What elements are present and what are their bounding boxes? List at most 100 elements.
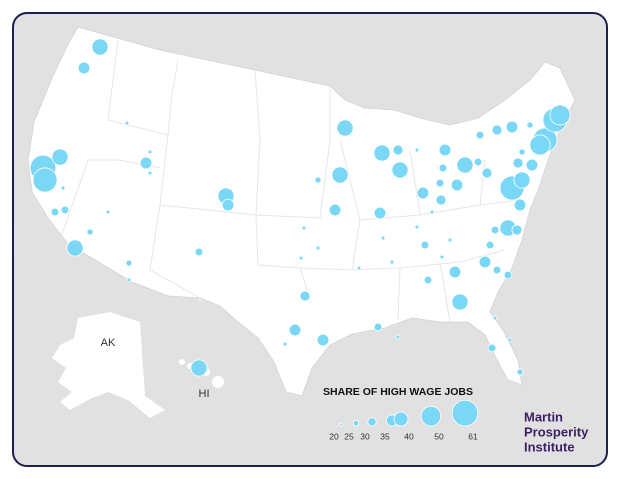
bubble (147, 170, 153, 176)
bubble (356, 265, 362, 271)
legend: 20 25 30 35 40 50 61 (329, 399, 479, 441)
legend-bubble (352, 420, 360, 427)
bubble (298, 255, 304, 261)
bubble (505, 120, 519, 134)
bubble (491, 124, 503, 136)
bubble (221, 198, 235, 212)
bubble (487, 343, 497, 353)
bubble (124, 120, 130, 126)
bubble (439, 254, 445, 260)
bubble (512, 157, 524, 169)
bubble (513, 171, 531, 189)
bubble (478, 255, 492, 269)
bubble (451, 293, 469, 311)
bubble (314, 176, 322, 184)
hi-label: HI (199, 388, 210, 400)
legend-bubble (339, 422, 343, 427)
bubble (391, 161, 409, 179)
bubble (139, 156, 153, 170)
bubble (435, 194, 447, 206)
alaska (52, 312, 165, 418)
legend-label: 25 (344, 431, 354, 441)
legend-bubble (367, 417, 377, 427)
bubble (447, 237, 453, 243)
bubble (66, 239, 84, 257)
bubble (147, 149, 153, 155)
bubble (395, 334, 401, 340)
bubble (380, 235, 386, 241)
bubble (414, 224, 420, 230)
bubble (373, 322, 383, 332)
bubble (299, 290, 311, 302)
bubble (194, 247, 204, 257)
bubble (282, 341, 288, 347)
bubble (416, 186, 430, 200)
legend-bubble (420, 406, 442, 427)
bubble (490, 225, 500, 235)
bubble (198, 298, 202, 302)
bubble (448, 265, 462, 279)
bubble (507, 337, 513, 343)
bubble (389, 259, 395, 265)
bubble (420, 240, 430, 250)
bubble (456, 156, 474, 174)
bubble (288, 323, 302, 337)
bubble (190, 359, 208, 377)
bubble (423, 275, 433, 285)
bubble (435, 178, 445, 188)
bubble (315, 245, 321, 251)
bubbles (29, 38, 571, 377)
bubble (473, 157, 483, 167)
bubble (492, 265, 502, 275)
logo-line: Martin (524, 409, 563, 424)
bubble (51, 148, 69, 166)
legend-label: 61 (468, 431, 478, 441)
bubble (50, 207, 60, 217)
bubble (516, 368, 524, 376)
legend-label: 35 (380, 431, 390, 441)
bubble (475, 130, 485, 140)
bubble (91, 38, 109, 56)
bubble (549, 104, 571, 126)
bubble (525, 158, 539, 172)
bubble (492, 315, 498, 321)
logo-line: Institute (524, 439, 575, 454)
bubble (503, 270, 513, 280)
bubble (513, 198, 527, 212)
bubble (60, 205, 70, 215)
bubble (438, 143, 452, 157)
bubble (373, 206, 387, 220)
bubble (392, 144, 404, 156)
ak-label: AK (101, 337, 116, 349)
logo-line: Prosperity (524, 424, 589, 439)
bubble (301, 225, 307, 231)
bubble (328, 203, 342, 217)
bubble (518, 148, 526, 156)
bubble (438, 163, 448, 173)
state-lines (59, 39, 521, 323)
legend-label: 40 (404, 431, 414, 441)
bubble (414, 147, 420, 153)
bubble (316, 333, 330, 347)
bubble (125, 259, 133, 267)
legend-label: 20 (329, 431, 339, 441)
bubble (429, 209, 435, 215)
bubble (526, 121, 534, 129)
bubble (331, 166, 349, 184)
legend-title: SHARE OF HIGH WAGE JOBS (323, 386, 473, 398)
legend-bubble (451, 399, 479, 427)
legend-bubble (393, 411, 409, 427)
bubble (32, 167, 58, 193)
bubble (450, 178, 464, 192)
bubble (60, 185, 66, 191)
legend-label: 50 (434, 431, 444, 441)
contiguous-us (27, 26, 576, 397)
bubble (511, 224, 523, 236)
legend-label: 30 (360, 431, 370, 441)
bubble (481, 167, 493, 179)
bubble (529, 134, 551, 156)
bubble (86, 228, 94, 236)
bubble (105, 209, 111, 215)
